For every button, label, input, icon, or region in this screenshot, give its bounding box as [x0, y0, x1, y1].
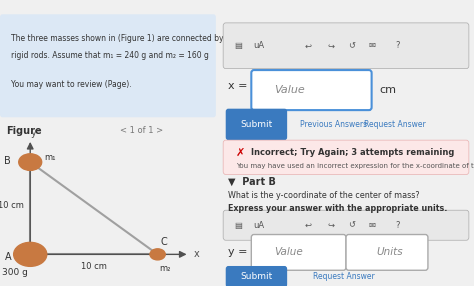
Text: uA: uA	[254, 221, 264, 230]
Text: ?: ?	[395, 221, 400, 230]
Text: ?: ?	[395, 41, 400, 50]
Text: ↪: ↪	[327, 221, 334, 230]
FancyBboxPatch shape	[223, 23, 469, 69]
Text: ✉: ✉	[368, 221, 375, 230]
Text: m₁: m₁	[44, 153, 56, 162]
Circle shape	[14, 242, 47, 266]
Text: ↩: ↩	[304, 41, 311, 50]
Text: Value: Value	[274, 85, 305, 95]
Text: x: x	[193, 249, 199, 259]
Text: y: y	[31, 128, 37, 138]
Text: You may want to review (Page).: You may want to review (Page).	[11, 80, 131, 89]
FancyBboxPatch shape	[0, 14, 216, 117]
Text: Submit: Submit	[240, 120, 273, 129]
Text: Value: Value	[274, 247, 303, 257]
Text: What is the y-coordinate of the center of mass?: What is the y-coordinate of the center o…	[228, 191, 420, 200]
Text: Previous Answers: Previous Answers	[300, 120, 367, 129]
Text: Request Answer: Request Answer	[313, 272, 374, 281]
Text: ✗: ✗	[236, 148, 246, 158]
FancyBboxPatch shape	[251, 70, 372, 110]
Text: cm: cm	[379, 85, 396, 95]
Text: C: C	[160, 237, 167, 247]
Text: A: A	[4, 252, 11, 262]
Text: Figure: Figure	[7, 126, 42, 136]
Text: uA: uA	[254, 41, 264, 50]
Text: ↺: ↺	[347, 221, 355, 230]
Text: B: B	[4, 156, 11, 166]
Text: Request Answer: Request Answer	[364, 120, 426, 129]
Text: m₂: m₂	[159, 264, 170, 273]
Text: ↪: ↪	[327, 41, 334, 50]
FancyBboxPatch shape	[223, 140, 469, 174]
Text: Submit: Submit	[240, 272, 273, 281]
Circle shape	[19, 154, 42, 170]
Text: < 1 of 1 >: < 1 of 1 >	[120, 126, 163, 135]
Text: ▼  Part B: ▼ Part B	[228, 177, 276, 186]
Text: x =: x =	[228, 81, 248, 91]
Text: ↺: ↺	[347, 41, 355, 50]
FancyBboxPatch shape	[251, 235, 346, 270]
Text: The three masses shown in (Figure 1) are connected by massless,: The three masses shown in (Figure 1) are…	[11, 34, 263, 43]
Text: 300 g: 300 g	[2, 268, 28, 277]
FancyBboxPatch shape	[226, 109, 287, 140]
Text: y =: y =	[228, 247, 248, 257]
FancyBboxPatch shape	[223, 210, 469, 240]
Text: rigid rods. Assume that m₁ = 240 g and m₂ = 160 g: rigid rods. Assume that m₁ = 240 g and m…	[11, 51, 209, 60]
Text: Express your answer with the appropriate units.: Express your answer with the appropriate…	[228, 204, 447, 213]
Text: ✉: ✉	[368, 41, 375, 50]
FancyBboxPatch shape	[346, 235, 428, 270]
Text: ▤: ▤	[235, 41, 243, 50]
FancyBboxPatch shape	[226, 266, 287, 286]
Text: 10 cm: 10 cm	[81, 262, 107, 271]
Text: Units: Units	[377, 247, 403, 257]
Text: ▤: ▤	[235, 221, 243, 230]
Text: ↩: ↩	[304, 221, 311, 230]
Text: You may have used an incorrect expression for the x-coordinate of the center of : You may have used an incorrect expressio…	[236, 164, 474, 169]
Text: 10 cm: 10 cm	[0, 201, 24, 210]
Circle shape	[150, 249, 165, 260]
Text: Incorrect; Try Again; 3 attempts remaining: Incorrect; Try Again; 3 attempts remaini…	[251, 148, 455, 157]
